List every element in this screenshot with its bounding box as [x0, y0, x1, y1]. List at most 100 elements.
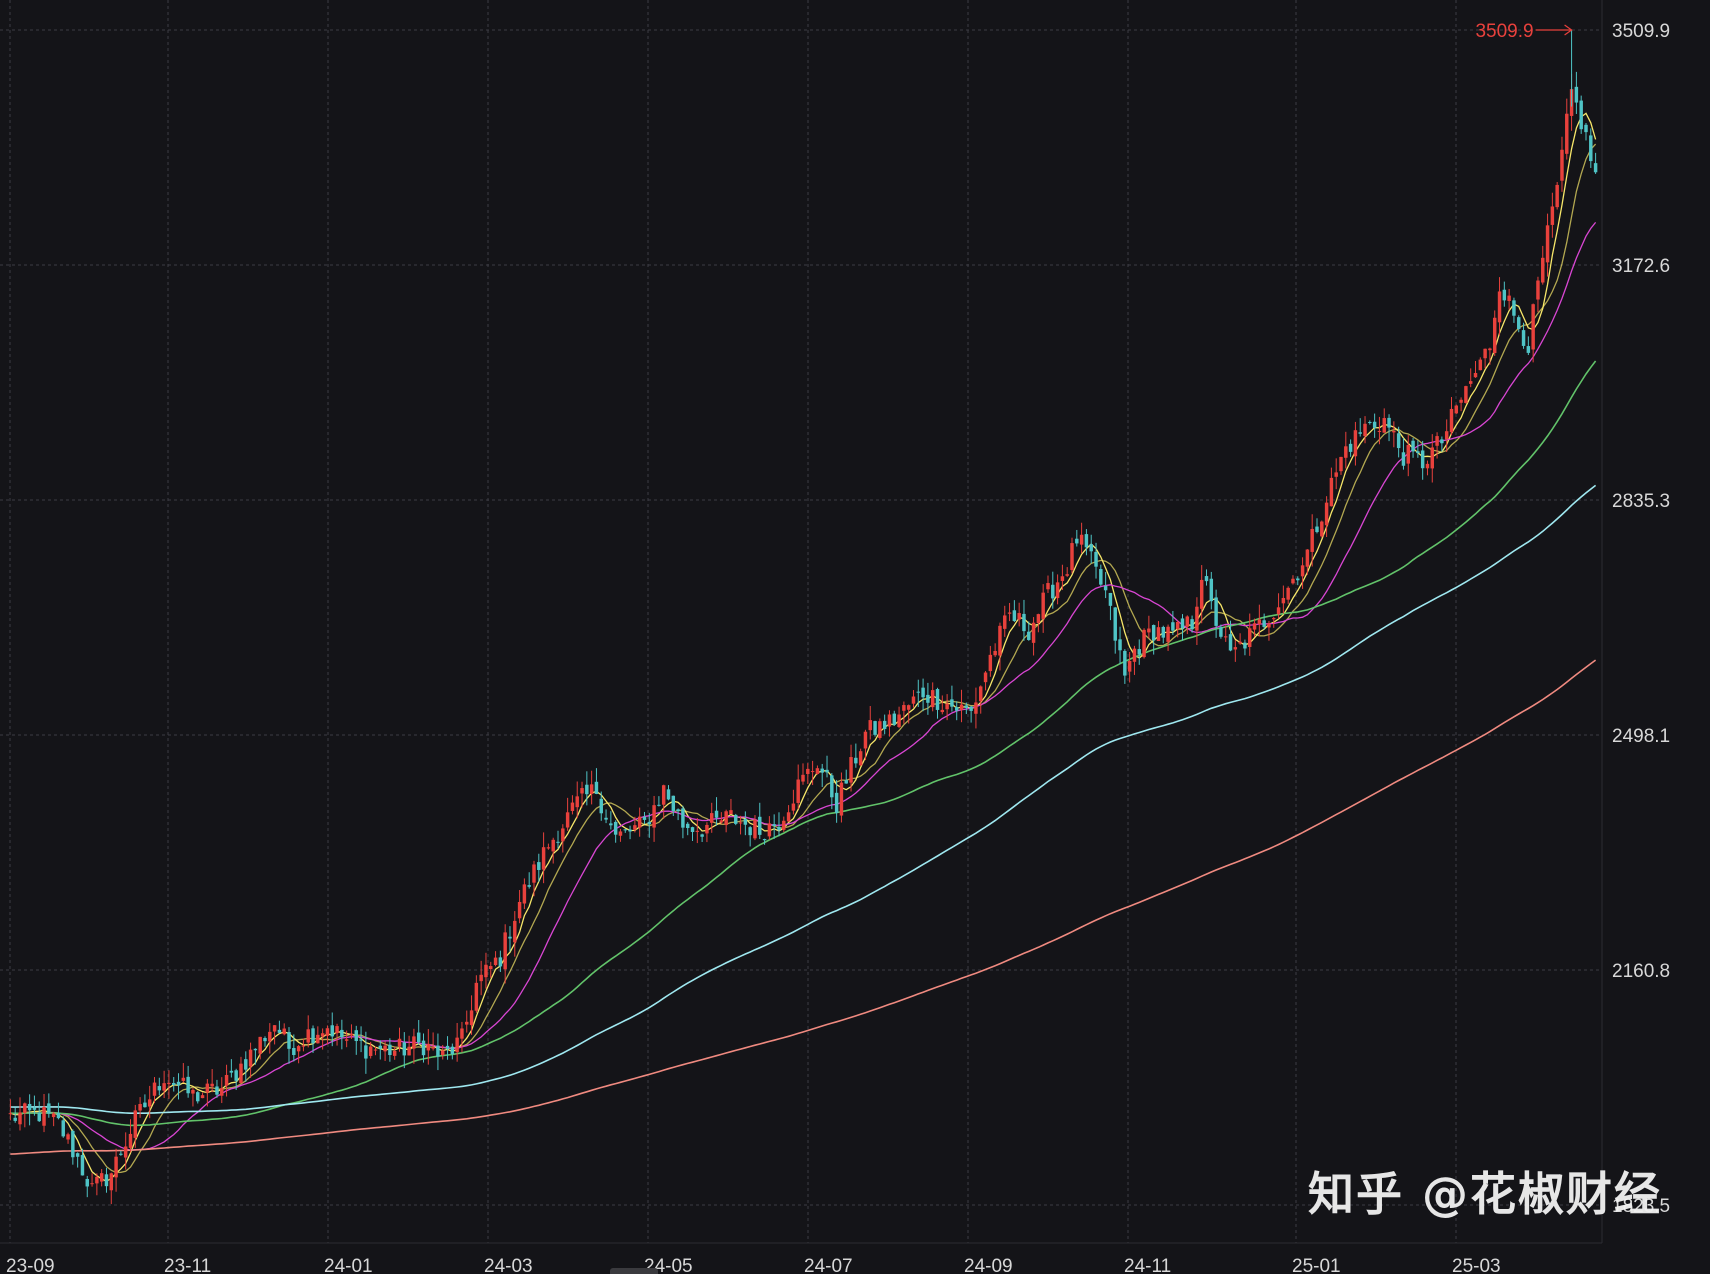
candle-body [1137, 649, 1141, 655]
candle-body [95, 1176, 99, 1184]
candle-body [1147, 628, 1151, 633]
candle-body [858, 751, 863, 766]
candle-body [1286, 587, 1290, 600]
candle-body [1252, 623, 1257, 630]
candle-body [37, 1112, 41, 1122]
candle-body [1223, 636, 1228, 638]
candle-body [801, 774, 805, 782]
candle-body [268, 1031, 272, 1042]
candle-body [359, 1039, 363, 1041]
candle-body [503, 932, 507, 970]
candle-body [690, 827, 695, 832]
candle-body [1051, 584, 1055, 599]
candle-body [1199, 579, 1204, 609]
candle-body [1324, 502, 1329, 526]
candle-body [498, 957, 503, 967]
candle-body [594, 781, 599, 794]
candle-body [301, 1045, 306, 1047]
candle-body [99, 1173, 104, 1182]
candle-body [407, 1046, 411, 1056]
candle-body [1444, 431, 1449, 440]
candle-body [882, 720, 887, 729]
candle-body [1315, 526, 1319, 533]
candle-body [782, 820, 786, 830]
candle-body [143, 1102, 147, 1108]
candle-body [748, 827, 752, 836]
candle-body [820, 768, 824, 773]
candle-body [1214, 597, 1218, 626]
candle-body [200, 1095, 205, 1099]
candle-body [1118, 639, 1122, 651]
candle-body [777, 826, 781, 831]
candle-body [628, 829, 632, 832]
candle-body [1339, 456, 1343, 472]
candle-body [873, 721, 877, 735]
candle-body [887, 714, 892, 727]
candle-body [1531, 304, 1535, 350]
candle-body [810, 771, 815, 773]
x-tick-label: 24-11 [1124, 1256, 1171, 1274]
candle-body [1065, 574, 1069, 576]
candle-body [868, 720, 872, 731]
scroll-thumb[interactable] [610, 1268, 658, 1274]
candle-body [993, 650, 997, 656]
candle-body [705, 824, 709, 834]
candle-body [1310, 528, 1314, 552]
candle-body [1401, 452, 1406, 466]
candle-body [724, 811, 728, 826]
candle-body [431, 1047, 435, 1049]
candle-body [1060, 576, 1065, 581]
candle-body [916, 691, 921, 693]
candle-body [935, 689, 940, 710]
candle-body [945, 703, 949, 710]
candle-body [349, 1033, 354, 1036]
candle-body [1483, 348, 1487, 359]
candle-body [541, 847, 546, 870]
candle-body [215, 1086, 219, 1095]
candle-body [263, 1038, 267, 1042]
candle-body [181, 1077, 186, 1081]
y-tick-label: 3509.9 [1612, 21, 1670, 42]
candle-body [825, 769, 829, 773]
x-tick-label: 24-07 [804, 1256, 853, 1274]
candle-body [239, 1063, 243, 1084]
y-tick-label: 2160.8 [1612, 961, 1670, 982]
candle-body [191, 1089, 195, 1094]
candle-body [253, 1048, 258, 1051]
x-tick-label: 25-01 [1292, 1256, 1341, 1274]
candle-body [1526, 346, 1531, 353]
candle-body [657, 804, 661, 806]
candle-body [897, 714, 901, 727]
candle-body [392, 1050, 397, 1056]
candle-body [1243, 642, 1247, 649]
candle-body [1094, 551, 1098, 567]
candle-body [522, 884, 527, 904]
candle-body [330, 1025, 334, 1037]
candle-body [1406, 445, 1410, 464]
candle-body [700, 834, 704, 837]
candle-body [340, 1029, 344, 1038]
candle-body [988, 654, 993, 672]
ma-line-20 [10, 221, 1597, 1151]
candle-body [479, 974, 483, 982]
candle-body [1507, 295, 1511, 301]
candle-body [854, 757, 858, 764]
candle-body [1392, 431, 1396, 433]
candle-body [258, 1036, 262, 1054]
candle-body [1108, 592, 1113, 606]
candle-body [1079, 534, 1084, 545]
candle-body [974, 702, 978, 714]
candle-body [277, 1029, 282, 1033]
candle-body [1368, 421, 1372, 423]
candle-body [1257, 619, 1262, 625]
candle-body [954, 707, 959, 711]
candle-body [412, 1036, 416, 1049]
candle-body [527, 885, 531, 887]
candle-body [383, 1045, 387, 1052]
candle-body [354, 1030, 358, 1042]
candle-body [244, 1059, 248, 1070]
candle-body [1348, 443, 1353, 452]
candle-body [710, 813, 714, 823]
candle-body [138, 1104, 142, 1111]
